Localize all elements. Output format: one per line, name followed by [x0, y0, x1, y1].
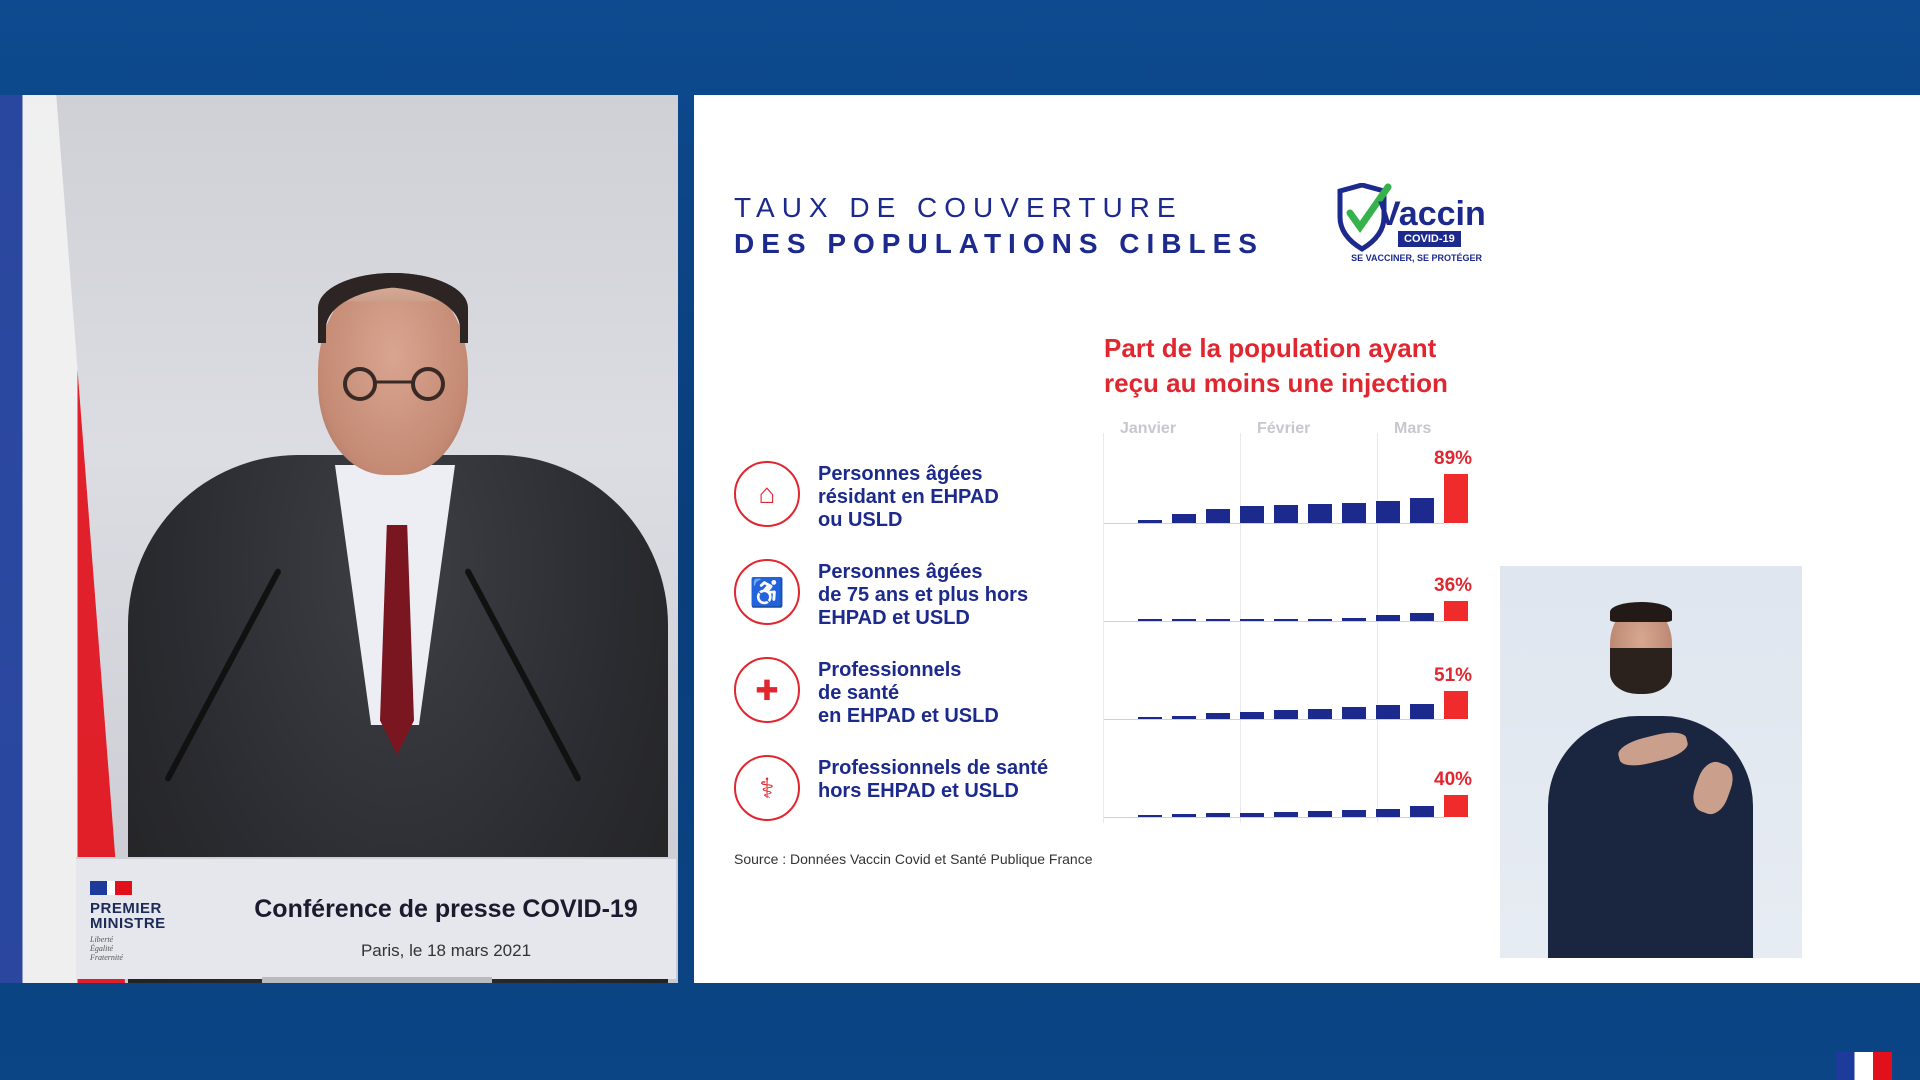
chart-bar	[1206, 509, 1230, 523]
chart-baseline	[1104, 719, 1444, 720]
press-conference-title: Conférence de presse COVID-19	[254, 895, 638, 923]
coverage-row: ✚ Professionnels de santé en EHPAD et USL…	[734, 651, 1534, 731]
chart-bar	[1274, 812, 1298, 817]
chart-bar	[1376, 501, 1400, 523]
premier-ministre-logo: PREMIER MINISTRE Liberté Égalité Fratern…	[90, 881, 190, 962]
vaccin-motto: SE VACCINER, SE PROTÉGER	[1351, 253, 1482, 263]
chart-bar	[1138, 520, 1162, 523]
chart-bar	[1342, 618, 1366, 621]
chart-bar	[1206, 813, 1230, 817]
chart-baseline	[1104, 817, 1444, 818]
chart-bar	[1206, 713, 1230, 719]
chart-bar	[1444, 691, 1468, 719]
chart-bar	[1444, 601, 1468, 621]
interpreter-beard	[1610, 648, 1672, 694]
speaker-tie	[380, 525, 414, 755]
chart-bar	[1206, 619, 1230, 621]
grid-separator	[1240, 433, 1241, 823]
chart-bar	[1172, 716, 1196, 719]
chart-bar	[1308, 709, 1332, 719]
coverage-row-label: Personnes âgées résidant en EHPAD ou USL…	[818, 463, 999, 531]
chart-bar	[1138, 619, 1162, 621]
chart-bar	[1240, 619, 1264, 621]
vaccin-covid-logo: Vaccin COVID-19 SE VACCINER, SE PROTÉGER	[1332, 173, 1486, 273]
coverage-row: ♿ Personnes âgées de 75 ans et plus hors …	[734, 553, 1534, 633]
chart-bar	[1274, 710, 1298, 719]
covid-badge: COVID-19	[1398, 231, 1461, 247]
chart-bar	[1240, 813, 1264, 817]
coverage-row-label: Professionnels de santé hors EHPAD et US…	[818, 757, 1049, 802]
source-note: Source : Données Vaccin Covid et Santé P…	[734, 851, 1093, 867]
elderly-person-icon: ♿	[734, 559, 800, 625]
care-home-icon: ⌂	[734, 461, 800, 527]
month-label-janvier: Janvier	[1120, 420, 1177, 437]
chart-bar	[1342, 707, 1366, 719]
chart-bar	[1240, 712, 1264, 719]
chart-baseline	[1104, 621, 1444, 622]
marianne-flag-icon	[90, 881, 132, 895]
coverage-percent-label: 89%	[1434, 448, 1473, 469]
chart-bar	[1172, 514, 1196, 523]
chart-bar	[1172, 814, 1196, 817]
grid-separator	[1103, 433, 1104, 823]
chart-bar	[1308, 811, 1332, 817]
chart-bar	[1376, 809, 1400, 817]
interpreter-hair	[1610, 602, 1672, 622]
logo-title-2: MINISTRE	[90, 915, 166, 932]
chart-bar	[1376, 705, 1400, 719]
press-conference-date: Paris, le 18 mars 2021	[360, 941, 532, 960]
chart-bar	[1172, 619, 1196, 621]
chart-bar	[1444, 795, 1468, 817]
coverage-row-label: Personnes âgées de 75 ans et plus hors E…	[818, 561, 1029, 629]
doctor-icon: ⚕	[734, 755, 800, 821]
chart-bar	[1308, 504, 1332, 523]
chart-bar	[1274, 505, 1298, 523]
podium: PREMIER MINISTRE Liberté Égalité Fratern…	[76, 857, 676, 979]
podium-stand	[262, 977, 492, 983]
chart-bar	[1342, 503, 1366, 523]
speaker-hair	[318, 273, 468, 343]
chart-bar	[1410, 498, 1434, 523]
chart-bar	[1410, 613, 1434, 621]
chart-title-line2: reçu au moins une injection	[1104, 368, 1448, 398]
coverage-percent-label: 36%	[1434, 575, 1473, 596]
chart-bar	[1410, 806, 1434, 817]
coverage-percent-label: 51%	[1434, 665, 1473, 686]
chart-bar	[1444, 474, 1468, 523]
french-flag	[0, 95, 125, 983]
chart-bar	[1138, 815, 1162, 817]
slide-title-line2: DES POPULATIONS CIBLES	[734, 228, 1264, 259]
glasses-icon	[343, 367, 445, 401]
sign-language-interpreter-video	[1500, 566, 1802, 958]
month-label-fevrier: Février	[1257, 420, 1311, 437]
chart-bar	[1342, 810, 1366, 817]
speaker-video-panel: PREMIER MINISTRE Liberté Égalité Fratern…	[0, 95, 678, 983]
coverage-percent-label: 40%	[1434, 769, 1473, 790]
chart-title: Part de la population ayant reçu au moin…	[1104, 331, 1448, 401]
shield-check-icon	[1337, 183, 1392, 252]
slide-title-line1: TAUX DE COUVERTURE	[734, 192, 1183, 223]
chart-bar	[1308, 619, 1332, 621]
slide-title: TAUX DE COUVERTURE DES POPULATIONS CIBLE…	[734, 190, 1264, 262]
chart-bar	[1240, 506, 1264, 523]
coverage-row: ⚕ Professionnels de santé hors EHPAD et U…	[734, 749, 1534, 829]
chart-bar	[1138, 717, 1162, 719]
chart-bar	[1376, 615, 1400, 621]
nurse-icon: ✚	[734, 657, 800, 723]
month-label-mars: Mars	[1394, 420, 1432, 437]
coverage-row-label: Professionnels de santé en EHPAD et USLD	[818, 659, 999, 727]
vaccin-word: Vaccin	[1378, 195, 1486, 233]
chart-baseline	[1104, 523, 1444, 524]
chart-bar	[1274, 619, 1298, 621]
grid-separator	[1377, 433, 1378, 823]
logo-title-1: PREMIER	[90, 900, 162, 917]
chart-title-line1: Part de la population ayant	[1104, 333, 1437, 363]
chart-bar	[1410, 704, 1434, 719]
coverage-row: ⌂ Personnes âgées résidant en EHPAD ou US…	[734, 448, 1534, 535]
logo-motto: Liberté Égalité Fraternité	[90, 935, 123, 962]
gouvernement-corner-logo	[1836, 1052, 1892, 1080]
